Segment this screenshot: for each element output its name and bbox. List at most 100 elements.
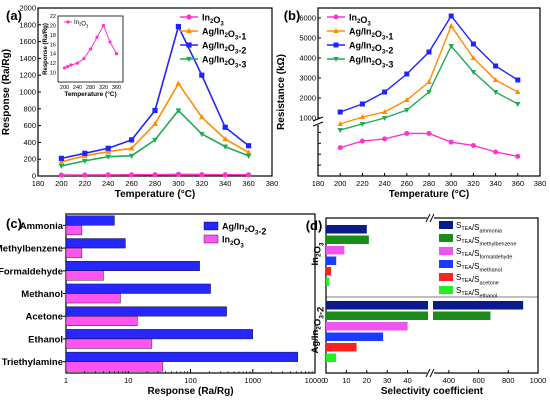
legend-label: STEA/Sacetone: [456, 273, 499, 286]
y-tick-label: 1800: [19, 20, 36, 29]
inset-y-tick-label: 12: [50, 61, 56, 67]
legend-label: STEA/Smethylbenzene: [456, 234, 516, 247]
data-point: [426, 130, 432, 136]
bar: [433, 311, 491, 320]
data-point: [492, 90, 499, 95]
y-tick-label: 200: [23, 155, 36, 164]
legend-swatch: [439, 221, 453, 229]
inset-legend-label: In2O3: [74, 20, 89, 28]
data-point: [470, 41, 476, 47]
x-axis-label: Temperature (°C): [115, 189, 196, 200]
data-point: [105, 172, 111, 178]
data-point: [359, 138, 365, 144]
data-point: [152, 107, 158, 114]
x-tick-label: 10: [124, 376, 132, 385]
x-tick-label: 40: [403, 376, 411, 385]
category-label: Acetone: [26, 312, 63, 323]
y-tick-label: 5000: [299, 34, 316, 43]
x-tick-label: 300: [172, 179, 185, 188]
x-tick-label: 200: [334, 179, 347, 188]
inset-data-point: [88, 47, 93, 51]
data-point: [359, 114, 366, 119]
inset-y-tick-label: 18: [50, 33, 56, 39]
x-tick-label: 280: [423, 179, 436, 188]
data-point: [382, 89, 388, 95]
category-label: Ethanol: [28, 334, 63, 345]
data-point: [246, 172, 252, 178]
data-point: [470, 55, 477, 60]
group-label: In2O3: [310, 242, 325, 265]
data-point: [515, 102, 521, 107]
x-tick-label: 360: [242, 179, 255, 188]
data-point: [448, 23, 454, 28]
legend-label: Ag/In2O3-1: [202, 27, 246, 42]
x-tick-label: 380: [534, 179, 547, 188]
axis-break-mark: [312, 121, 324, 127]
y-tick-label: 1600: [19, 37, 36, 46]
data-point: [426, 79, 432, 84]
data-point: [175, 171, 181, 177]
panel-b: (b) 180 200 220 240 260 280 300 320 340 360 380 1000…: [276, 7, 547, 200]
bar: [326, 311, 428, 320]
legend-label: Ag/In2O3-3: [349, 55, 393, 70]
x-tick-label: 240: [378, 179, 391, 188]
x-tick-label: 220: [79, 179, 92, 188]
x-tick-label: 340: [489, 179, 502, 188]
bar: [326, 301, 428, 310]
data-point: [448, 13, 454, 19]
data-point: [381, 109, 388, 114]
data-point: [404, 97, 410, 102]
inset-x-tick-label: 240: [73, 85, 82, 91]
x-tick-label: 340: [219, 179, 232, 188]
x-tick-label: 30: [383, 376, 391, 385]
x-tick-label: 280: [149, 179, 162, 188]
category-label: Methanol: [21, 289, 63, 300]
bar: [65, 225, 83, 236]
data-point: [198, 131, 205, 138]
x-tick-label: 220: [356, 179, 369, 188]
legend-label: STEA/Smethanol: [456, 260, 502, 273]
y-tick-label: 4000: [299, 54, 316, 63]
legend-label: Ag/In2O3-2: [349, 41, 393, 56]
data-point: [199, 171, 205, 178]
bar: [65, 215, 115, 226]
panel-c: (c) 1 10 100 1000 10000 Response (Ra/Rg) Ammoni…: [0, 213, 326, 397]
data-point: [448, 44, 454, 49]
legend-label: Ag/In2O3-2: [202, 41, 246, 56]
data-point: [404, 71, 410, 77]
series-line: [340, 132, 518, 158]
bar: [65, 338, 153, 349]
x-tick-label: 240: [102, 179, 115, 188]
bar: [326, 267, 332, 276]
bar: [65, 247, 83, 258]
x-tick-label: 1000: [244, 376, 261, 385]
inset-y-tick-label: 20: [50, 23, 56, 29]
x-tick-label: 260: [401, 179, 414, 188]
legend-label: In2O3: [202, 13, 224, 28]
data-point: [58, 163, 65, 170]
y-tick-label: 800: [23, 104, 36, 113]
legend-swatch: [439, 273, 453, 281]
data-point: [152, 120, 158, 126]
data-point: [337, 121, 343, 126]
bar: [65, 261, 200, 271]
bar: [326, 235, 369, 244]
axis-break-gap: [314, 119, 322, 125]
axis-break-mark: [429, 368, 435, 378]
legend-swatch: [203, 221, 219, 231]
data-point: [105, 154, 112, 160]
axis-break-mark: [425, 213, 431, 223]
legend-label: STEA/Sformaldehyde: [456, 247, 512, 260]
data-point: [337, 109, 343, 115]
data-point: [404, 130, 410, 136]
data-point: [245, 153, 252, 159]
bar: [65, 238, 126, 249]
x-tick-label: 800: [502, 376, 515, 385]
x-tick-label: 320: [196, 179, 209, 188]
data-point: [82, 150, 88, 156]
inset-y-tick-label: 22: [50, 14, 56, 20]
inset-y-axis-label: Response (Ra/Rg): [43, 23, 49, 75]
x-tick-label: 10000: [305, 376, 326, 385]
y-tick-label: 1000: [19, 88, 36, 97]
panel-a-label: (a): [6, 8, 22, 23]
